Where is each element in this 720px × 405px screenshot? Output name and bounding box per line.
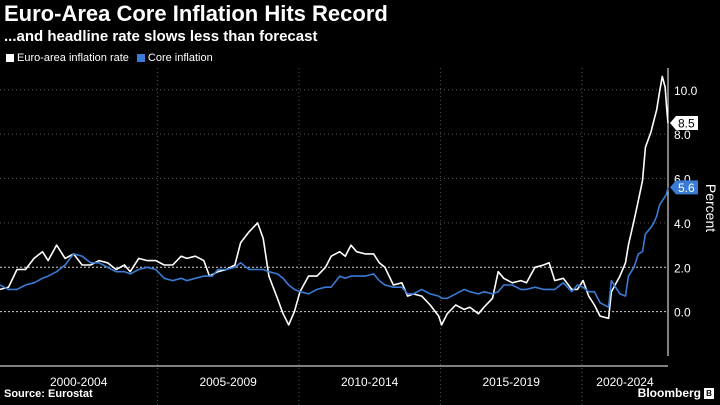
bloomberg-logo-icon: B <box>704 387 714 399</box>
end-label-1: 5.6 <box>678 181 695 195</box>
y-tick-label-4: 8.0 <box>674 128 691 142</box>
chart-subtitle: ...and headline rate slows less than for… <box>4 28 318 45</box>
brand: Bloomberg B <box>638 386 714 400</box>
y-tick-label-2: 4.0 <box>674 217 691 231</box>
legend-label-headline: Euro-area inflation rate <box>17 52 129 64</box>
legend-item-core: Core inflation <box>136 52 213 64</box>
y-axis-title: Percent <box>703 184 719 232</box>
y-tick-label-1: 2.0 <box>674 261 691 275</box>
x-tick-label-0: 2000-2004 <box>50 375 108 389</box>
y-tick-label-0: 0.0 <box>674 306 691 320</box>
legend-item-headline: Euro-area inflation rate <box>6 52 129 64</box>
legend-swatch-core <box>136 54 145 62</box>
series-line-0 <box>0 75 669 326</box>
legend-swatch-headline <box>6 54 14 62</box>
end-label-0: 8.5 <box>678 117 695 131</box>
end-label-box-1 <box>670 180 698 195</box>
legend-label-core: Core inflation <box>147 52 213 64</box>
source-note: Source: Eurostat <box>4 388 93 400</box>
x-tick-label-3: 2015-2019 <box>482 375 540 389</box>
end-label-box-0 <box>670 116 698 131</box>
brand-name: Bloomberg <box>637 386 701 400</box>
legend: Euro-area inflation rate Core inflation <box>6 52 213 64</box>
chart-title: Euro-Area Core Inflation Hits Record <box>4 1 388 26</box>
x-tick-label-4: 2020-2024 <box>596 375 654 389</box>
x-tick-label-1: 2005-2009 <box>199 375 257 389</box>
y-tick-label-5: 10.0 <box>674 84 698 98</box>
x-tick-label-2: 2010-2014 <box>341 375 399 389</box>
series-line-1 <box>0 187 669 308</box>
